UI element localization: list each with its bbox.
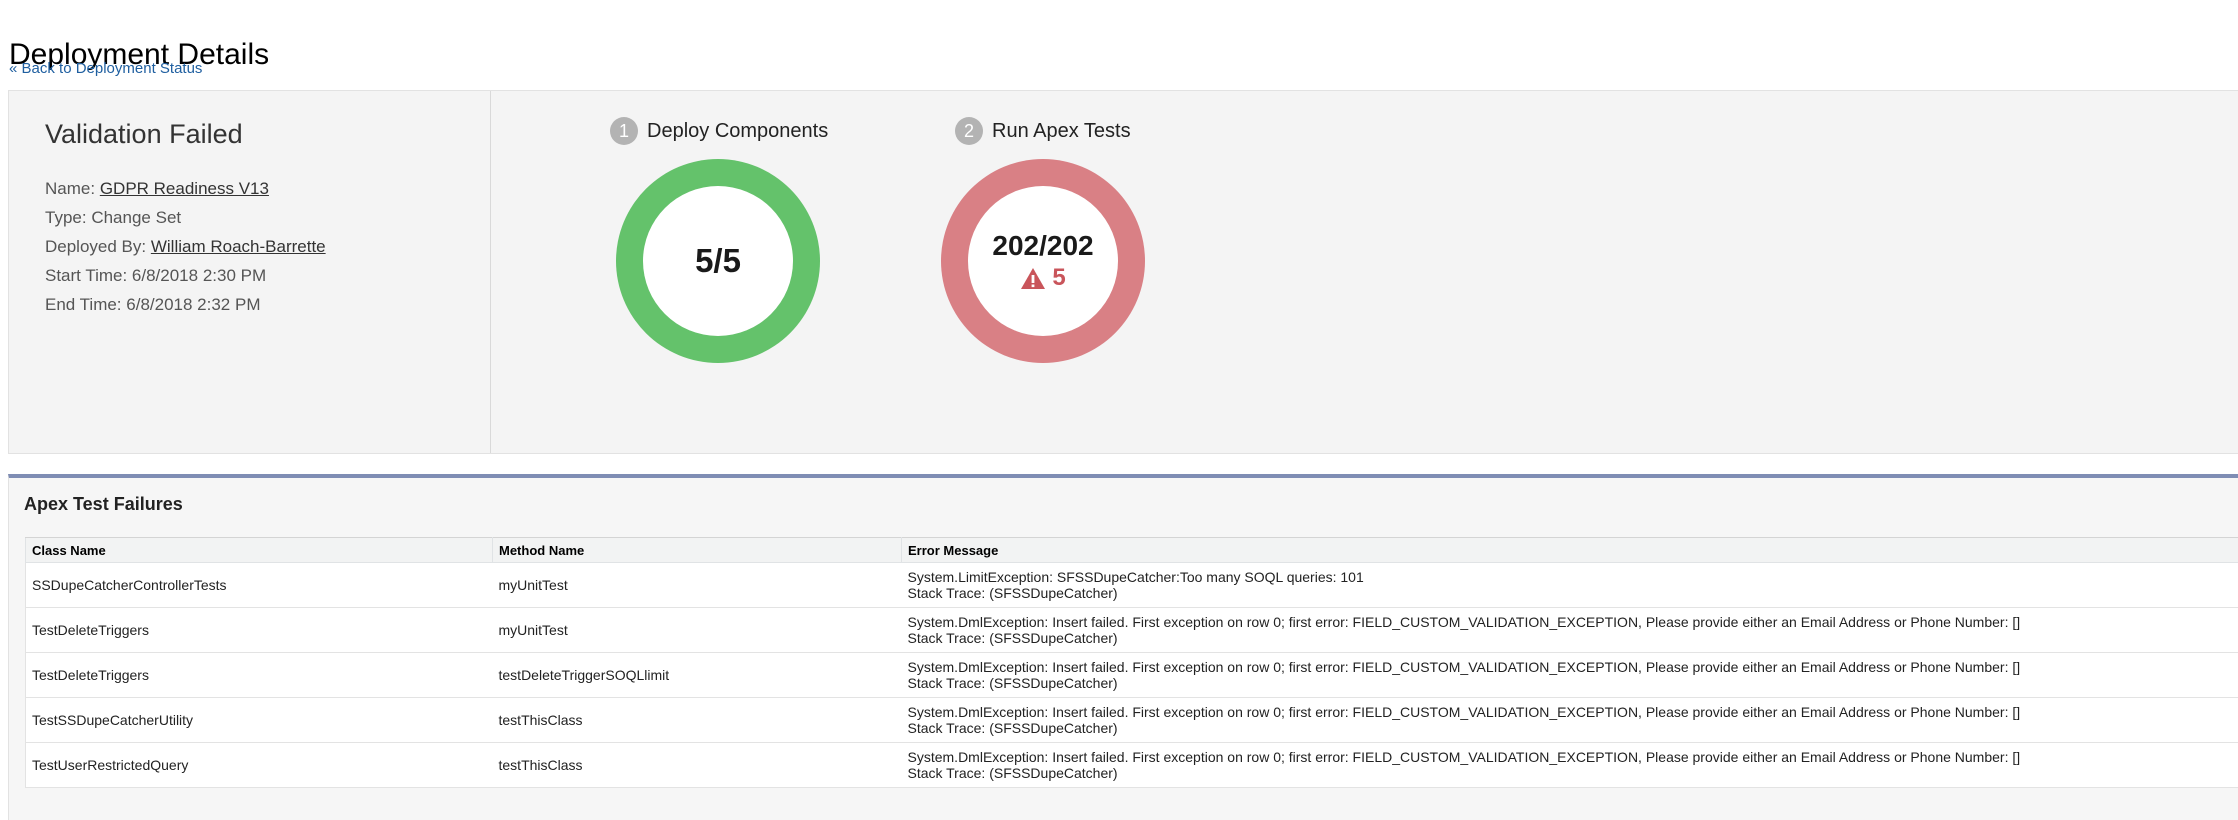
deployment-summary-panel: Validation Failed Name: GDPR Readiness V… [8,90,2238,454]
table-row: TestDeleteTriggers myUnitTest System.Dml… [25,607,2238,653]
column-header-class-name[interactable]: Class Name [25,537,493,563]
start-time-label: Start Time: [45,266,128,285]
name-label: Name: [45,179,96,198]
table-row: SSDupeCatcherControllerTests myUnitTest … [25,562,2238,608]
method-name-cell: myUnitTest [492,562,902,608]
stack-trace: Stack Trace: (SFSSDupeCatcher) [907,720,1118,736]
apex-test-failures-panel: Apex Test Failures Class Name Method Nam… [8,474,2238,820]
error-message: System.LimitException: SFSSDupeCatcher:T… [907,569,1364,585]
error-message: System.DmlException: Insert failed. Firs… [907,704,2021,720]
class-name-cell: TestUserRestrictedQuery [25,742,493,788]
stack-trace: Stack Trace: (SFSSDupeCatcher) [907,630,1118,646]
deployed-by-user-link[interactable]: William Roach-Barrette [150,237,326,256]
error-message-cell: System.DmlException: Insert failed. Firs… [901,742,2238,788]
name-row: Name: GDPR Readiness V13 [45,179,269,199]
error-message-cell: System.DmlException: Insert failed. Firs… [901,697,2238,743]
warning-icon [1021,267,1046,289]
end-time-row: End Time: 6/8/2018 2:32 PM [45,295,261,315]
type-value: Change Set [91,208,182,227]
page-title: Deployment Details [9,38,270,72]
stack-trace: Stack Trace: (SFSSDupeCatcher) [907,585,1118,601]
error-message: System.DmlException: Insert failed. Firs… [907,614,2021,630]
apex-test-failures-table: Class Name Method Name Error Message SSD… [25,537,2238,788]
method-name-cell: testThisClass [492,742,902,788]
method-name-cell: myUnitTest [492,607,902,653]
stack-trace: Stack Trace: (SFSSDupeCatcher) [907,675,1118,691]
apex-test-failure-count: 5 [1052,264,1066,291]
step-header: 2 Run Apex Tests [955,115,1131,147]
donut-center: 202/202 5 [968,186,1118,336]
step-label: Run Apex Tests [992,119,1131,142]
change-set-name-link[interactable]: GDPR Readiness V13 [99,179,269,198]
end-time-value: 6/8/2018 2:32 PM [126,295,261,314]
step-number-badge: 2 [955,117,983,145]
step-number-badge: 1 [610,117,638,145]
table-row: TestUserRestrictedQuery testThisClass Sy… [25,742,2238,788]
table-header-row: Class Name Method Name Error Message [25,537,2238,563]
column-header-error-message[interactable]: Error Message [901,537,2238,563]
end-time-label: End Time: [45,295,122,314]
table-row: TestSSDupeCatcherUtility testThisClass S… [25,697,2238,743]
deployed-by-label: Deployed By: [45,237,147,256]
start-time-value: 6/8/2018 2:30 PM [131,266,267,285]
table-row: TestDeleteTriggers testDeleteTriggerSOQL… [25,652,2238,698]
donut-center: 5/5 [643,186,793,336]
step-label: Deploy Components [647,119,829,142]
method-name-cell: testDeleteTriggerSOQLlimit [492,652,902,698]
warning-line: 5 [1020,264,1066,292]
type-row: Type: Change Set [45,208,181,228]
step-deploy-components: 1 Deploy Components [610,115,828,147]
start-time-row: Start Time: 6/8/2018 2:30 PM [45,266,266,286]
back-to-deployment-status-link[interactable]: « Back to Deployment Status [9,60,203,77]
deployed-by-row: Deployed By: William Roach-Barrette [45,237,326,257]
type-label: Type: [45,208,87,227]
deployment-info: Validation Failed Name: GDPR Readiness V… [9,91,491,453]
run-apex-tests-donut: 202/202 5 [941,159,1145,363]
error-message: System.DmlException: Insert failed. Firs… [907,659,2021,675]
deploy-components-count: 5/5 [695,242,741,279]
error-message-cell: System.LimitException: SFSSDupeCatcher:T… [901,562,2238,608]
method-name-cell: testThisClass [492,697,902,743]
failures-title: Apex Test Failures [24,494,183,514]
apex-tests-count: 202/202 [992,230,1094,261]
validation-status: Validation Failed [45,119,243,149]
class-name-cell: TestDeleteTriggers [25,652,493,698]
class-name-cell: TestSSDupeCatcherUtility [25,697,493,743]
step-header: 1 Deploy Components [610,115,828,147]
class-name-cell: TestDeleteTriggers [25,607,493,653]
error-message-cell: System.DmlException: Insert failed. Firs… [901,607,2238,653]
error-message: System.DmlException: Insert failed. Firs… [907,749,2021,765]
column-header-method-name[interactable]: Method Name [492,537,902,563]
step-run-apex-tests: 2 Run Apex Tests [955,115,1131,147]
stack-trace: Stack Trace: (SFSSDupeCatcher) [907,765,1118,781]
error-message-cell: System.DmlException: Insert failed. Firs… [901,652,2238,698]
deploy-components-donut: 5/5 [616,159,820,363]
class-name-cell: SSDupeCatcherControllerTests [25,562,493,608]
